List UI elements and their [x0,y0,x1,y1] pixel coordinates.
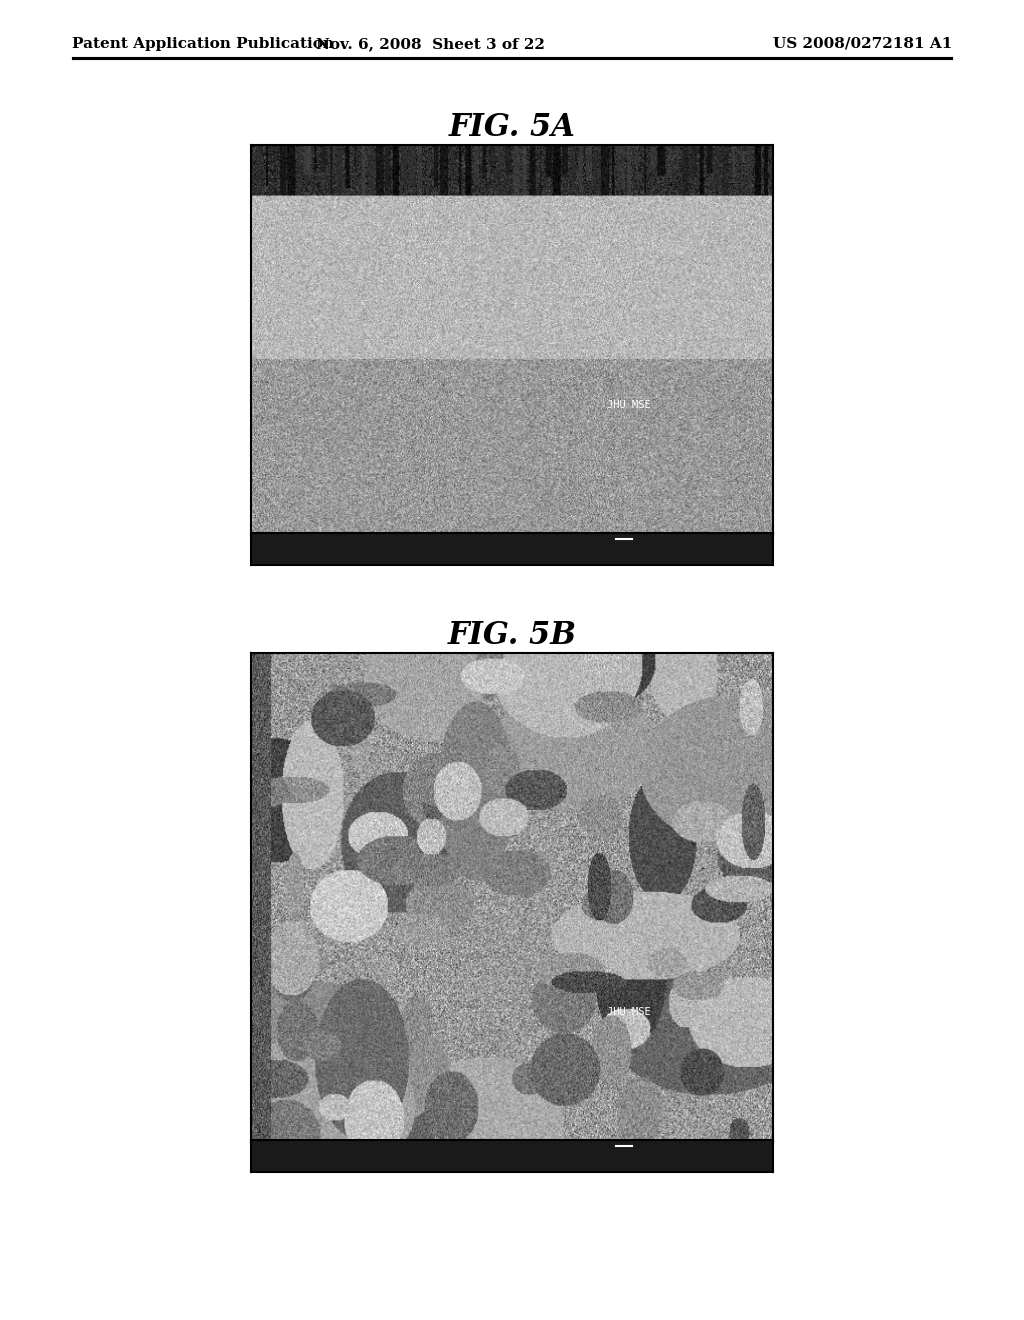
Text: US 2008/0272181 A1: US 2008/0272181 A1 [773,37,952,51]
Text: Patent Application Publication: Patent Application Publication [72,37,334,51]
Text: JHU MSE: JHU MSE [607,400,650,411]
Text: FIG. 5A: FIG. 5A [449,112,575,143]
Text: Nov. 6, 2008  Sheet 3 of 22: Nov. 6, 2008 Sheet 3 of 22 [315,37,545,51]
Text: FIG. 5B: FIG. 5B [447,620,577,651]
Text: JHU MSE: JHU MSE [607,1007,650,1018]
